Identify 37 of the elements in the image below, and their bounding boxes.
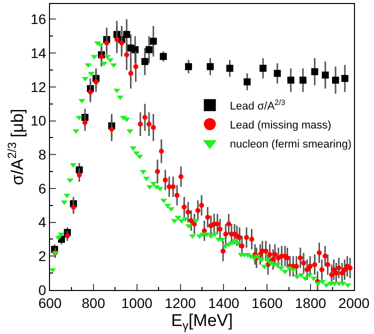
x-tick-label: 2000 [338,294,370,311]
y-tick-label: 12 [30,78,46,95]
point [244,78,251,86]
point [160,52,167,60]
point [141,58,148,66]
x-tick-label: 1000 [121,294,153,311]
point [185,63,192,70]
point [287,76,294,84]
point [341,74,348,82]
point [132,46,139,54]
y-tick-label: 16 [30,11,46,28]
point [146,46,153,54]
x-tick-label: 800 [82,294,106,311]
point [322,72,329,79]
point [311,68,318,76]
point [260,64,267,72]
legend-label: nucleon (fermi smearing) [230,138,352,150]
point [123,30,130,38]
x-axis-title: E$_{γ}$[MeV] [171,310,233,332]
point [150,38,157,45]
point [274,70,281,77]
legend-label: Lead (missing mass) [230,119,332,132]
point [226,64,234,72]
y-tick-label: 10 [30,112,46,129]
x-tick-label: 1600 [252,294,283,311]
point [299,76,306,84]
y-tick-label: 4 [38,214,46,230]
x-tick-label: 1200 [164,294,196,311]
y-tick-label: 14 [30,44,46,61]
y-tick-label: 8 [38,146,46,163]
x-tick-label: 1400 [208,294,240,311]
x-tick-label: 1800 [294,294,326,311]
point [206,63,214,70]
y-tick-label: 6 [38,180,46,196]
legend-label: Lead σ/A$^{2/3}$ [230,98,286,112]
point [332,76,340,84]
y-tick-label: 2 [38,248,46,264]
